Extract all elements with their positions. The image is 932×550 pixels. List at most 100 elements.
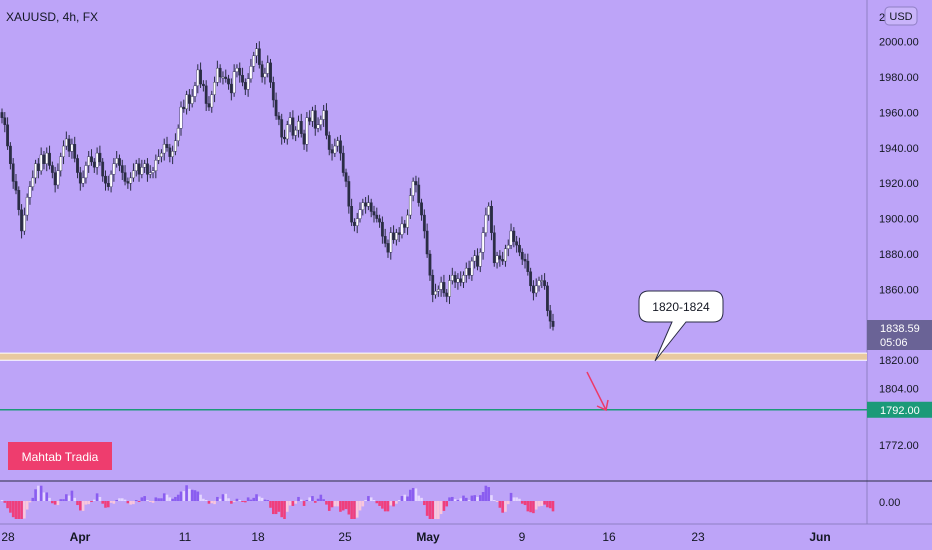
oscillator-bar xyxy=(73,497,77,501)
candle xyxy=(383,228,387,248)
candle-body xyxy=(509,230,513,246)
oscillator-bar xyxy=(288,501,292,506)
candle xyxy=(199,62,202,88)
candle xyxy=(495,251,499,269)
candle-body xyxy=(518,244,521,253)
oscillator-bar xyxy=(285,501,289,512)
candle-body xyxy=(229,83,233,94)
oscillator-bar xyxy=(537,501,541,507)
candle-body xyxy=(42,154,46,164)
candle-body xyxy=(201,83,205,87)
candle xyxy=(185,90,188,115)
oscillator-bar xyxy=(90,501,93,502)
candle xyxy=(534,278,538,297)
candle xyxy=(137,158,141,182)
oscillator-bar xyxy=(520,501,524,504)
candle-body xyxy=(442,282,446,294)
candle xyxy=(277,112,281,126)
candle-body xyxy=(434,290,437,295)
candle xyxy=(271,76,275,108)
candle xyxy=(333,138,337,158)
candle-body xyxy=(467,267,471,276)
candle xyxy=(8,142,12,170)
candle-body xyxy=(389,232,393,253)
oscillator-bar xyxy=(428,501,432,519)
candle-body xyxy=(448,280,451,297)
candle-body xyxy=(283,136,286,140)
candle xyxy=(115,150,119,168)
oscillator-bar xyxy=(459,498,463,501)
candle-body xyxy=(436,289,440,292)
price-tick-partial: 2 xyxy=(879,12,885,24)
oscillator-histogram xyxy=(0,485,555,519)
oscillator-bar xyxy=(244,501,247,503)
oscillator-bar xyxy=(476,496,479,501)
candle xyxy=(537,276,541,292)
oscillator-bar xyxy=(65,494,68,501)
zone-callout-bubble xyxy=(638,290,724,362)
oscillator-bar xyxy=(160,498,163,501)
oscillator-bar xyxy=(386,501,390,512)
price-tick-label: 1880.00 xyxy=(879,249,919,261)
oscillator-bar xyxy=(403,494,407,501)
candle xyxy=(0,108,4,124)
candle-body xyxy=(495,255,499,264)
oscillator-bar xyxy=(453,499,457,501)
oscillator-bar xyxy=(400,496,404,501)
candle xyxy=(476,248,479,271)
target-price-tag: 1792.00 xyxy=(867,401,932,418)
candle xyxy=(235,64,239,78)
candle xyxy=(467,260,471,280)
down-arrow-icon xyxy=(586,371,609,412)
oscillator-bar xyxy=(146,500,149,501)
candle-body xyxy=(392,232,395,241)
oscillator-bar xyxy=(481,492,485,501)
candle xyxy=(14,173,18,195)
candle-body xyxy=(8,145,12,164)
candle xyxy=(6,117,9,150)
candle xyxy=(353,218,356,232)
candle-body xyxy=(327,135,331,150)
candle xyxy=(182,99,186,113)
oscillator-bar xyxy=(118,498,121,501)
candle-body xyxy=(76,158,79,173)
candle-body xyxy=(358,209,362,219)
candle xyxy=(473,250,477,269)
oscillator-bar xyxy=(56,501,60,506)
candle-body xyxy=(218,67,222,78)
candle xyxy=(22,207,26,235)
candle xyxy=(3,112,7,133)
candle-body xyxy=(372,211,376,216)
candle-body xyxy=(120,165,124,173)
oscillator-bar xyxy=(492,500,496,501)
candle xyxy=(224,69,228,83)
oscillator-bar xyxy=(190,489,194,501)
candle xyxy=(73,136,77,163)
oscillator-bar xyxy=(81,501,85,511)
oscillator-bar xyxy=(232,501,236,502)
candle-body xyxy=(523,259,527,262)
candle-body xyxy=(104,175,107,184)
candle-body xyxy=(271,82,275,101)
candle xyxy=(48,145,51,170)
candle xyxy=(221,71,225,85)
zone-callout[interactable]: 1820-1824 xyxy=(638,290,724,362)
oscillator-bar xyxy=(498,501,502,508)
candle xyxy=(548,304,552,329)
candle xyxy=(434,283,437,299)
candle xyxy=(34,159,37,184)
oscillator-bar xyxy=(437,501,440,519)
candle-body xyxy=(456,278,460,283)
oscillator-bar xyxy=(101,501,104,504)
candle xyxy=(260,60,264,83)
candle-body xyxy=(350,206,354,223)
candle-body xyxy=(232,71,236,94)
currency-button[interactable] xyxy=(884,6,918,26)
candle-body xyxy=(481,232,485,253)
candle-body xyxy=(316,124,320,129)
oscillator-bar xyxy=(467,500,471,501)
candle xyxy=(422,209,426,239)
oscillator-bar xyxy=(313,501,317,503)
candle xyxy=(316,117,320,133)
